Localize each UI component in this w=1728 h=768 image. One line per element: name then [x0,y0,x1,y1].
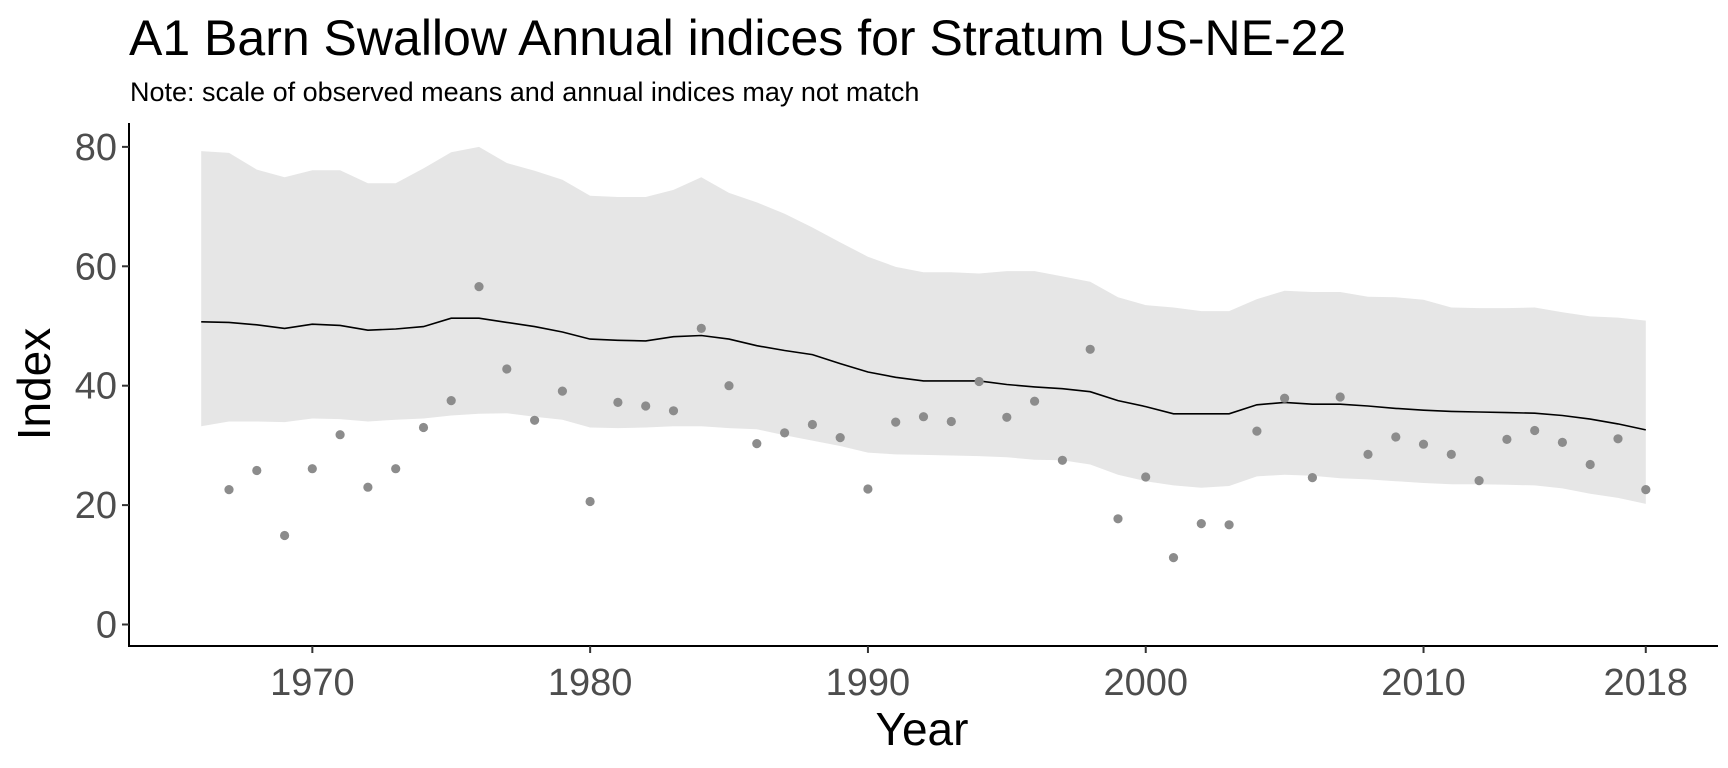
x-axis-ticks: 1970 1980 1990 2000 2010 2018 [270,646,1688,704]
observed-mean-point [668,406,679,416]
observed-mean-point [835,433,845,443]
observed-mean-point [335,430,345,440]
observed-mean-point [1113,514,1123,524]
observed-mean-point [974,376,984,387]
y-tick-label: 80 [75,127,117,169]
observed-mean-point [1085,344,1095,354]
observed-mean-point [1030,396,1040,406]
observed-mean-point [307,464,317,474]
observed-mean-point [530,415,540,425]
observed-mean-point [1168,553,1179,563]
observed-mean-point [1196,519,1206,529]
observed-mean-point [807,419,818,430]
observed-mean-point [252,465,262,476]
observed-mean-point [1474,476,1484,486]
observed-mean-point [780,428,790,438]
observed-mean-point [391,464,401,474]
observed-mean-point [641,401,651,411]
observed-mean-point [1585,459,1595,470]
confidence-ribbon [201,146,1646,504]
y-tick-label: 20 [75,485,117,527]
observed-points-layer [224,282,1651,563]
chart-subtitle: Note: scale of observed means and annual… [130,77,920,107]
observed-mean-point [280,530,290,541]
y-axis-title: Index [8,328,60,441]
observed-mean-point [1363,449,1373,459]
x-tick-label: 2000 [1103,662,1188,704]
observed-mean-point [613,397,623,407]
observed-mean-point [1307,473,1317,483]
observed-mean-point [557,386,568,396]
observed-mean-point [724,381,734,391]
x-tick-label: 2010 [1381,662,1466,704]
y-axis-ticks: 0 20 40 60 80 [75,127,129,647]
observed-mean-point [1280,393,1290,403]
observed-mean-point [446,396,456,406]
confidence-ribbon-layer [201,146,1646,504]
x-tick-label: 1980 [548,662,633,704]
y-tick-label: 60 [75,246,117,288]
observed-mean-point [1002,412,1012,422]
observed-mean-point [418,422,429,433]
observed-mean-point [1613,434,1623,444]
observed-mean-point [502,364,512,374]
x-tick-label: 1970 [270,662,355,704]
annual-index-line [201,317,1646,431]
observed-mean-point [363,482,373,492]
observed-mean-point [696,323,706,333]
y-tick-label: 0 [96,605,117,647]
observed-mean-point [1557,437,1567,447]
chart-title: A1 Barn Swallow Annual indices for Strat… [129,10,1347,66]
trend-line-layer [201,317,1646,431]
observed-mean-point [946,416,956,427]
x-tick-label: 2018 [1603,662,1688,704]
observed-mean-point [891,417,901,427]
observed-mean-point [1141,472,1151,482]
x-axis-title: Year [876,703,969,755]
observed-mean-point [918,412,929,422]
observed-mean-point [1252,426,1262,436]
observed-mean-point [1502,434,1512,444]
observed-mean-point [585,496,595,507]
y-tick-label: 40 [75,366,117,408]
x-tick-label: 1990 [826,662,911,704]
observed-mean-point [474,282,484,292]
observed-mean-point [224,485,234,495]
observed-mean-point [1335,392,1345,402]
observed-mean-point [752,439,762,449]
observed-mean-point [1418,439,1429,449]
observed-mean-point [1391,432,1401,442]
observed-mean-point [863,484,873,494]
observed-mean-point [1224,520,1234,530]
observed-mean-point [1641,485,1651,495]
observed-mean-point [1530,425,1540,436]
observed-mean-point [1057,455,1067,465]
observed-mean-point [1446,449,1456,459]
